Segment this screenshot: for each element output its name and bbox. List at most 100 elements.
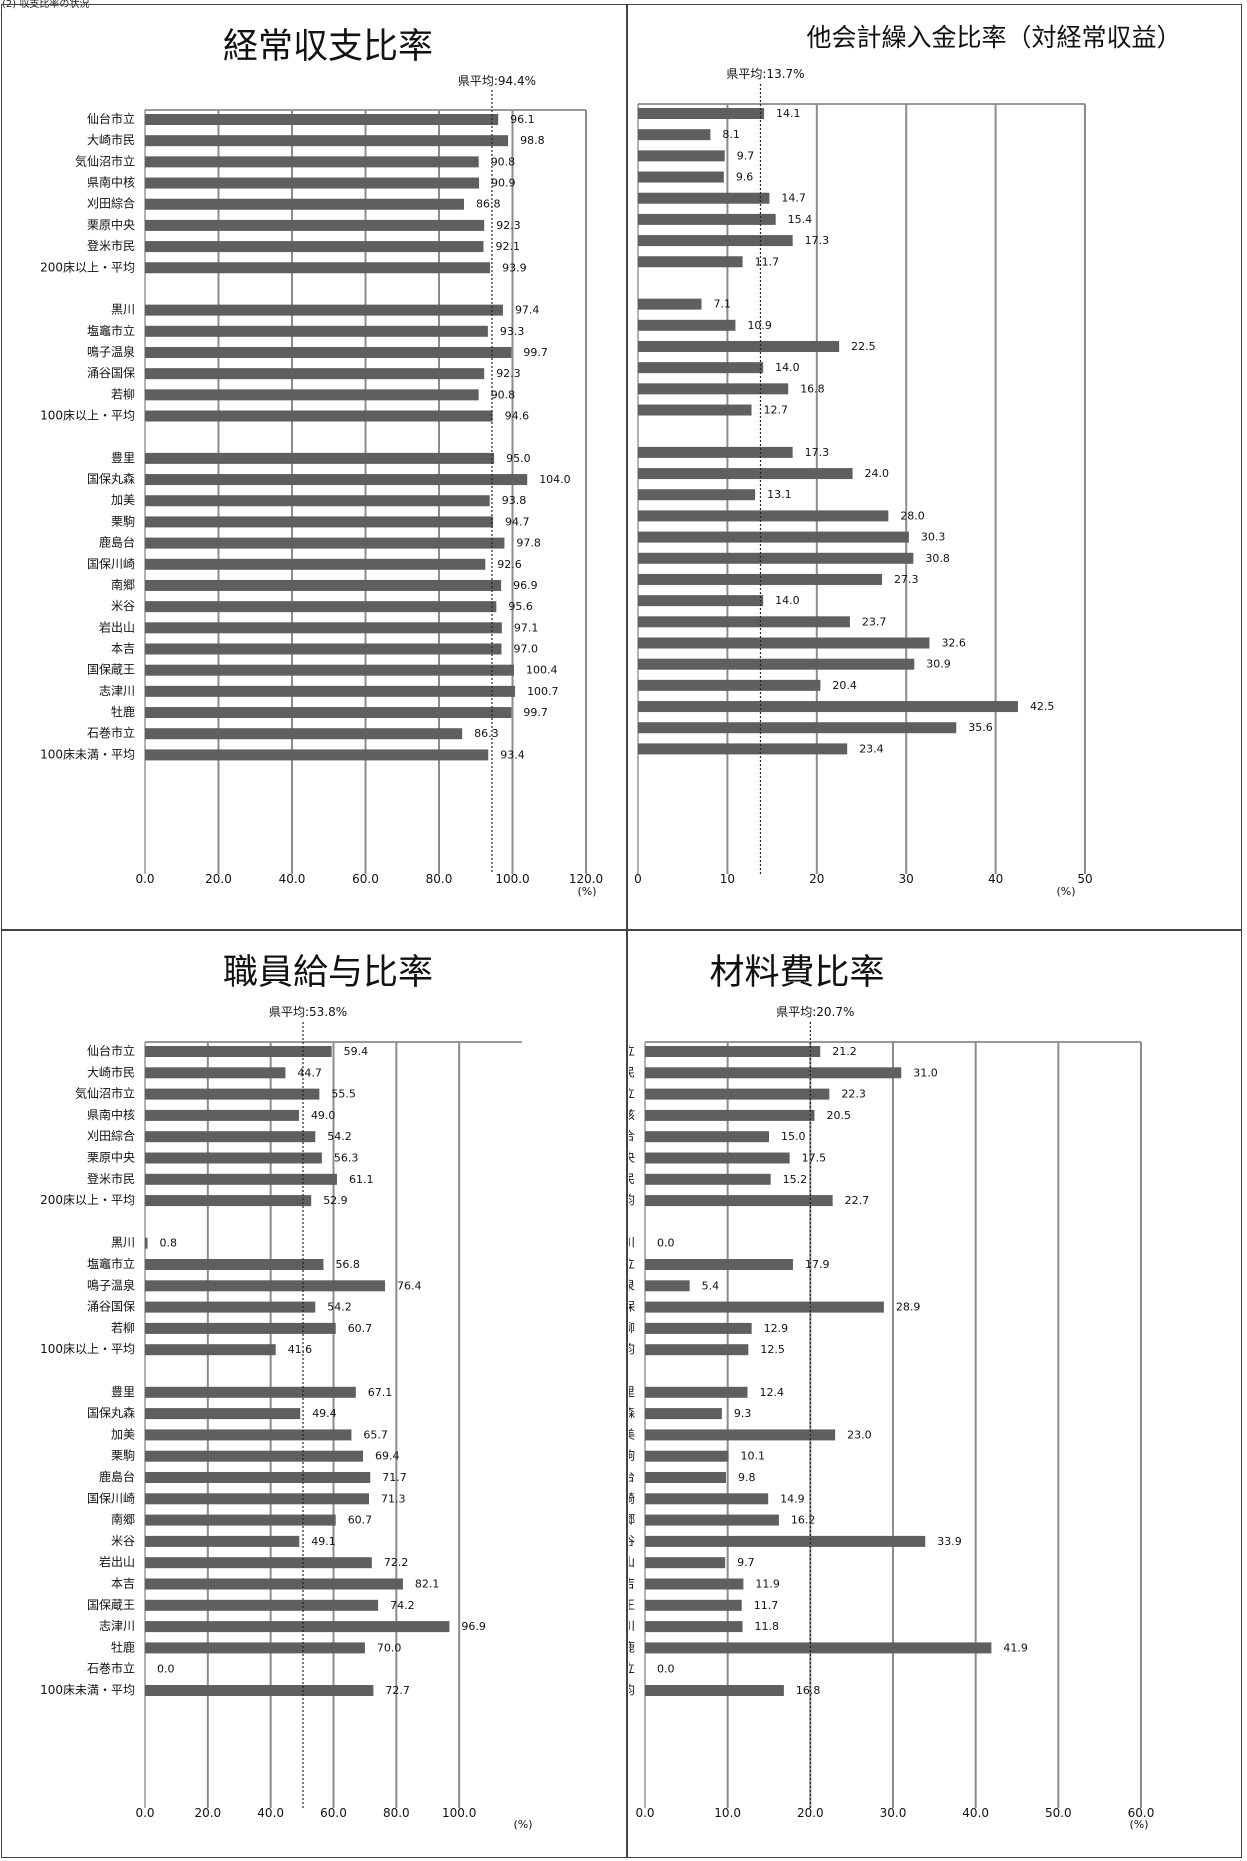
value-label: 56.3 (334, 1152, 359, 1165)
value-label: 10.9 (747, 319, 772, 332)
bar (145, 1408, 301, 1420)
value-label: 23.0 (847, 1428, 872, 1441)
value-label: 9.7 (737, 149, 755, 162)
category-label: 本吉 (111, 642, 135, 656)
category-label: 米谷 (629, 1534, 635, 1548)
value-label: 54.2 (327, 1130, 352, 1143)
bar (645, 1493, 769, 1505)
bar (645, 1685, 784, 1696)
value-label: 32.6 (941, 637, 966, 650)
value-label: 22.5 (851, 340, 876, 353)
category-label: 黒川 (629, 1236, 635, 1250)
category-label: 登米市民 (87, 238, 135, 253)
bar (645, 1152, 790, 1164)
value-label: 96.9 (461, 1620, 486, 1633)
value-label: 21.2 (832, 1045, 857, 1058)
category-label: 100床未満・平均 (629, 1683, 635, 1697)
value-label: 0.0 (157, 1663, 175, 1676)
value-label: 17.5 (802, 1152, 827, 1165)
bar (638, 404, 752, 416)
value-label: 97.8 (516, 537, 541, 550)
unit-label: (%) (1129, 1818, 1148, 1831)
value-label: 30.8 (925, 552, 950, 565)
chart-transfer-ratio: 他会計繰入金比率（対経常収益）仙台市立14.1大崎市民8.1気仙沼市立9.7県南… (634, 23, 1181, 898)
value-label: 7.1 (713, 298, 731, 311)
bar (145, 346, 512, 358)
x-tick-label: 50.0 (1045, 1806, 1072, 1820)
category-label: 牡鹿 (111, 704, 135, 719)
value-label: 16.2 (791, 1514, 816, 1527)
x-tick-label: 60.0 (320, 1806, 347, 1820)
category-label: 豊里 (111, 1385, 135, 1399)
category-label: 国保川崎 (629, 1491, 635, 1505)
bar (645, 1088, 830, 1100)
x-tick-label: 20.0 (797, 1806, 824, 1820)
chart-panel-material-ratio: 材料費比率仙台市立 21.2 大崎市民 31.0 気仙沼市立 22.3 県南中核 20.5 刈田… (629, 932, 1241, 1858)
category-label: 若柳 (111, 387, 135, 401)
category-label: 涌谷国保 (629, 1300, 635, 1314)
category-label: 栗原中央 (87, 1150, 135, 1165)
x-tick-label: 0.0 (135, 1806, 154, 1820)
bar (638, 658, 915, 670)
bar (638, 213, 776, 225)
value-label: 100.4 (526, 664, 558, 677)
value-label: 70.0 (377, 1641, 402, 1654)
category-label: 登米市民 (629, 1171, 635, 1186)
x-tick-label: 40 (988, 872, 1003, 886)
value-label: 17.9 (805, 1258, 830, 1271)
value-label: 92.1 (495, 240, 520, 253)
category-label: 涌谷国保 (87, 1300, 135, 1314)
value-label: 14.7 (781, 192, 806, 205)
chart-panel-salary-ratio: 職員給与比率 仙台市立 59.4 大崎市民 44.7 気仙沼市立 55.5 県南中核 49.0 刈… (3, 932, 624, 1858)
bar (145, 135, 509, 147)
x-tick-label: 100.0 (442, 1806, 476, 1820)
bar (145, 1259, 324, 1270)
value-label: 13.1 (767, 488, 792, 501)
value-label: 0.0 (657, 1663, 675, 1676)
value-label: 24.0 (865, 467, 890, 480)
bar (638, 573, 883, 585)
category-label: 若柳 (629, 1321, 635, 1335)
x-tick-label: 20.0 (205, 872, 232, 886)
category-label: 加美 (111, 493, 135, 507)
category-label: 刈田綜合 (87, 196, 135, 211)
category-label: 米谷 (111, 599, 135, 613)
category-label: 鹿島台 (629, 1469, 635, 1484)
category-label: 豊里 (629, 1385, 635, 1399)
category-label: 鳴子温泉 (87, 1278, 135, 1292)
category-label: 加美 (111, 1427, 135, 1441)
bar (145, 685, 516, 697)
bar (145, 537, 505, 549)
category-label: 南郷 (111, 1512, 135, 1527)
value-label: 22.7 (845, 1194, 870, 1207)
value-label: 97.4 (515, 304, 540, 317)
x-tick-label: 40.0 (279, 872, 306, 886)
x-tick-label: 40.0 (962, 1806, 989, 1820)
category-label: 国保丸森 (87, 1405, 135, 1420)
value-label: 100.7 (527, 685, 559, 698)
x-tick-label: 30.0 (880, 1806, 907, 1820)
value-label: 98.8 (520, 134, 545, 147)
vertical-divider (626, 4, 628, 1858)
category-label: 刈田綜合 (87, 1128, 135, 1143)
bar (145, 114, 499, 125)
value-label: 0.0 (657, 1237, 675, 1250)
x-tick-label: 0.0 (135, 872, 154, 886)
category-label: 黒川 (111, 303, 135, 317)
bar (145, 495, 490, 507)
bar (645, 1046, 821, 1057)
average-label: 県平均:13.7% (726, 67, 804, 81)
category-label: 塩竈市立 (87, 1256, 135, 1271)
value-label: 93.3 (500, 325, 525, 338)
bar (145, 452, 495, 464)
bar (638, 383, 789, 395)
category-label: 南郷 (629, 1512, 635, 1527)
category-label: 鹿島台 (99, 1469, 135, 1484)
x-tick-label: 0.0 (635, 1806, 654, 1820)
category-label: 仙台市立 (87, 1043, 135, 1058)
bar (145, 1642, 365, 1654)
value-label: 93.4 (500, 748, 525, 761)
bar (145, 558, 486, 570)
category-label: 大崎市民 (87, 132, 135, 147)
chart-title: 職員給与比率 (223, 953, 433, 993)
